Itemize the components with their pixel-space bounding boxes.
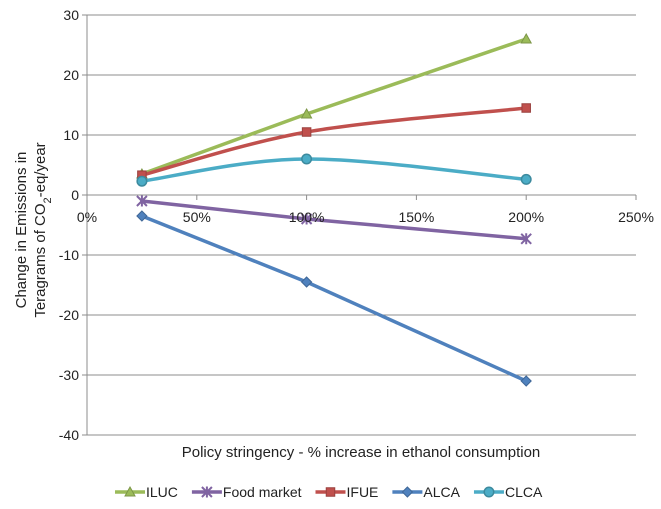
legend-marker	[124, 485, 136, 497]
data-point-food-market	[520, 233, 532, 245]
data-point-ifue	[301, 127, 312, 137]
y-tick-label: 30	[63, 7, 79, 23]
legend-label: ILUC	[146, 484, 178, 500]
data-point-iluc	[300, 107, 313, 119]
legend-label: IFUE	[347, 484, 379, 500]
y-tick-label: 0	[71, 187, 79, 203]
y-axis-title-line2: Teragrams of CO2-eq/year	[32, 142, 54, 317]
legend: ILUC Food market IFUE ALCA CLCA	[115, 484, 543, 500]
y-tick-label: -10	[59, 247, 79, 263]
legend-label: CLCA	[505, 484, 543, 500]
x-tick-label: 150%	[398, 209, 434, 225]
x-tick-label: 200%	[508, 209, 544, 225]
data-series	[136, 32, 533, 387]
legend-item-iluc: ILUC	[115, 484, 178, 500]
x-axis-title: Policy stringency - % increase in ethano…	[182, 444, 541, 461]
y-axis-title-line1: Change in Emissions in	[13, 152, 30, 309]
data-point-food-market	[300, 213, 313, 225]
data-point-food-market	[136, 195, 148, 207]
series-ifue	[137, 103, 531, 180]
legend-item-alca: ALCA	[392, 484, 461, 500]
data-point-alca	[520, 375, 532, 387]
gridlines	[87, 14, 636, 436]
legend-marker	[325, 487, 336, 497]
x-tick-label: 0%	[77, 209, 97, 225]
series-alca	[136, 210, 532, 387]
y-axis-title: Change in Emissions in Teragrams of CO2-…	[13, 142, 54, 317]
series-clca	[136, 153, 532, 187]
y-tick-label: -40	[59, 427, 79, 443]
legend-label: Food market	[223, 484, 302, 500]
series-line-iluc	[140, 37, 528, 176]
axes	[82, 14, 637, 436]
x-tick-label: 250%	[618, 209, 654, 225]
y-tick-label: 20	[63, 67, 79, 83]
legend-item-food-market: Food market	[191, 484, 302, 500]
legend-marker	[483, 486, 495, 498]
y-tick-label: -20	[59, 307, 79, 323]
y-tick-label: -30	[59, 367, 79, 383]
series-line-clca	[140, 157, 528, 183]
legend-label: ALCA	[423, 484, 460, 500]
legend-item-ifue: IFUE	[315, 484, 379, 500]
data-point-ifue	[521, 103, 531, 113]
data-point-iluc	[520, 32, 533, 44]
tick-labels: 30 20 10 0 -10 -20 -30 -40 0% 50% 100% 150% 200% 250%	[59, 7, 654, 443]
x-tick-label: 50%	[183, 209, 211, 225]
series-food-market	[136, 195, 532, 245]
data-point-alca	[136, 210, 148, 222]
series-iluc	[136, 32, 533, 179]
legend-marker	[201, 486, 213, 498]
series-line-alca	[140, 214, 528, 383]
series-line-ifue	[140, 106, 528, 177]
data-point-alca	[300, 276, 313, 288]
x-tick-label: 100%	[289, 209, 325, 225]
data-point-clca	[136, 175, 148, 187]
data-point-clca	[520, 173, 532, 185]
data-point-clca	[301, 153, 313, 165]
legend-marker	[401, 486, 414, 498]
legend-item-clca: CLCA	[473, 484, 543, 500]
y-tick-label: 10	[63, 127, 79, 143]
